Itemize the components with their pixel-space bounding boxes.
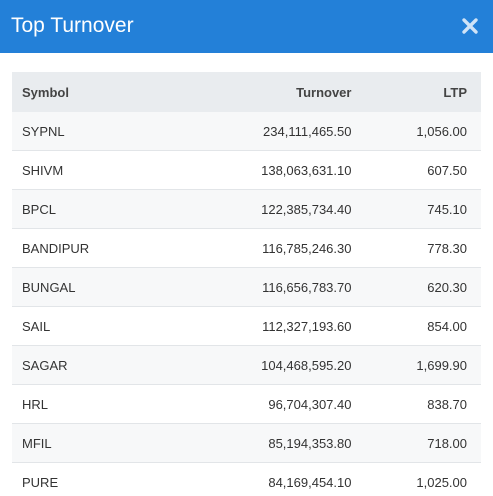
column-header-turnover[interactable]: Turnover xyxy=(296,84,352,100)
cell-ltp: 718.00 xyxy=(355,423,481,463)
cell-symbol: SHIVM xyxy=(12,150,177,190)
cell-symbol: BANDIPUR xyxy=(12,228,177,268)
cell-symbol: SYPNL xyxy=(22,123,65,139)
column-header-symbol[interactable]: Symbol xyxy=(22,84,69,100)
table-row[interactable]: BANDIPUR 116,785,246.30 778.30 xyxy=(12,228,481,268)
cell-ltp: 854.00 xyxy=(355,306,481,346)
cell-turnover: 104,468,595.20 xyxy=(176,345,356,385)
table-row[interactable]: SAIL 112,327,193.60 854.00 xyxy=(12,306,481,346)
table-row[interactable]: MFIL 85,194,353.80 718.00 xyxy=(12,423,481,463)
table-row[interactable]: SYPNL 234,111,465.50 1,056.00 xyxy=(12,112,481,151)
table-body: SYPNL 234,111,465.50 1,056.00 SHIVM 138,063,… xyxy=(12,112,481,496)
cell-symbol: MFIL xyxy=(12,423,177,463)
cell-ltp: 1,056.00 xyxy=(416,123,467,139)
cell-symbol: SAIL xyxy=(12,306,177,346)
cell-ltp: 778.30 xyxy=(355,228,481,268)
cell-ltp: 620.30 xyxy=(355,267,481,307)
cell-turnover: 96,704,307.40 xyxy=(176,384,356,424)
modal-header: Top Turnover xyxy=(0,0,493,53)
column-header-ltp[interactable]: LTP xyxy=(443,84,467,100)
cell-turnover: 116,656,783.70 xyxy=(176,267,356,307)
table-row[interactable]: PURE 84,169,454.10 1,025.00 xyxy=(12,462,481,496)
cell-ltp: 745.10 xyxy=(355,189,481,229)
cell-turnover: 116,785,246.30 xyxy=(176,228,356,268)
cell-symbol: PURE xyxy=(12,462,177,496)
close-icon[interactable] xyxy=(459,14,481,38)
cell-ltp: 1,025.00 xyxy=(355,462,481,496)
cell-ltp: 1,699.90 xyxy=(355,345,481,385)
table-row[interactable]: BUNGAL 116,656,783.70 620.30 xyxy=(12,267,481,307)
table-row[interactable]: HRL 96,704,307.40 838.70 xyxy=(12,384,481,424)
table-header: Symbol Turnover LTP xyxy=(12,72,481,112)
table-row[interactable]: SHIVM 138,063,631.10 607.50 xyxy=(12,150,481,190)
cell-turnover: 138,063,631.10 xyxy=(176,150,356,190)
cell-turnover: 122,385,734.40 xyxy=(176,189,356,229)
table-header-row: Symbol Turnover LTP xyxy=(12,72,481,112)
table-row[interactable]: SAGAR 104,468,595.20 1,699.90 xyxy=(12,345,481,385)
modal-title: Top Turnover xyxy=(11,14,134,37)
cell-symbol: BPCL xyxy=(12,189,177,229)
cell-turnover: 84,169,454.10 xyxy=(176,462,356,496)
cell-symbol: SAGAR xyxy=(12,345,177,385)
cell-turnover: 85,194,353.80 xyxy=(176,423,356,463)
table-row[interactable]: BPCL 122,385,734.40 745.10 xyxy=(12,189,481,229)
cell-symbol: BUNGAL xyxy=(12,267,177,307)
cell-ltp: 607.50 xyxy=(355,150,481,190)
cell-symbol: HRL xyxy=(12,384,177,424)
cell-ltp: 838.70 xyxy=(355,384,481,424)
turnover-table-container: Symbol Turnover LTP SYPNL 234,111,465.50 1… xyxy=(12,72,481,496)
cell-turnover: 234,111,465.50 xyxy=(263,123,352,139)
cell-turnover: 112,327,193.60 xyxy=(176,306,356,346)
turnover-table: Symbol Turnover LTP SYPNL 234,111,465.50 1… xyxy=(12,72,481,496)
